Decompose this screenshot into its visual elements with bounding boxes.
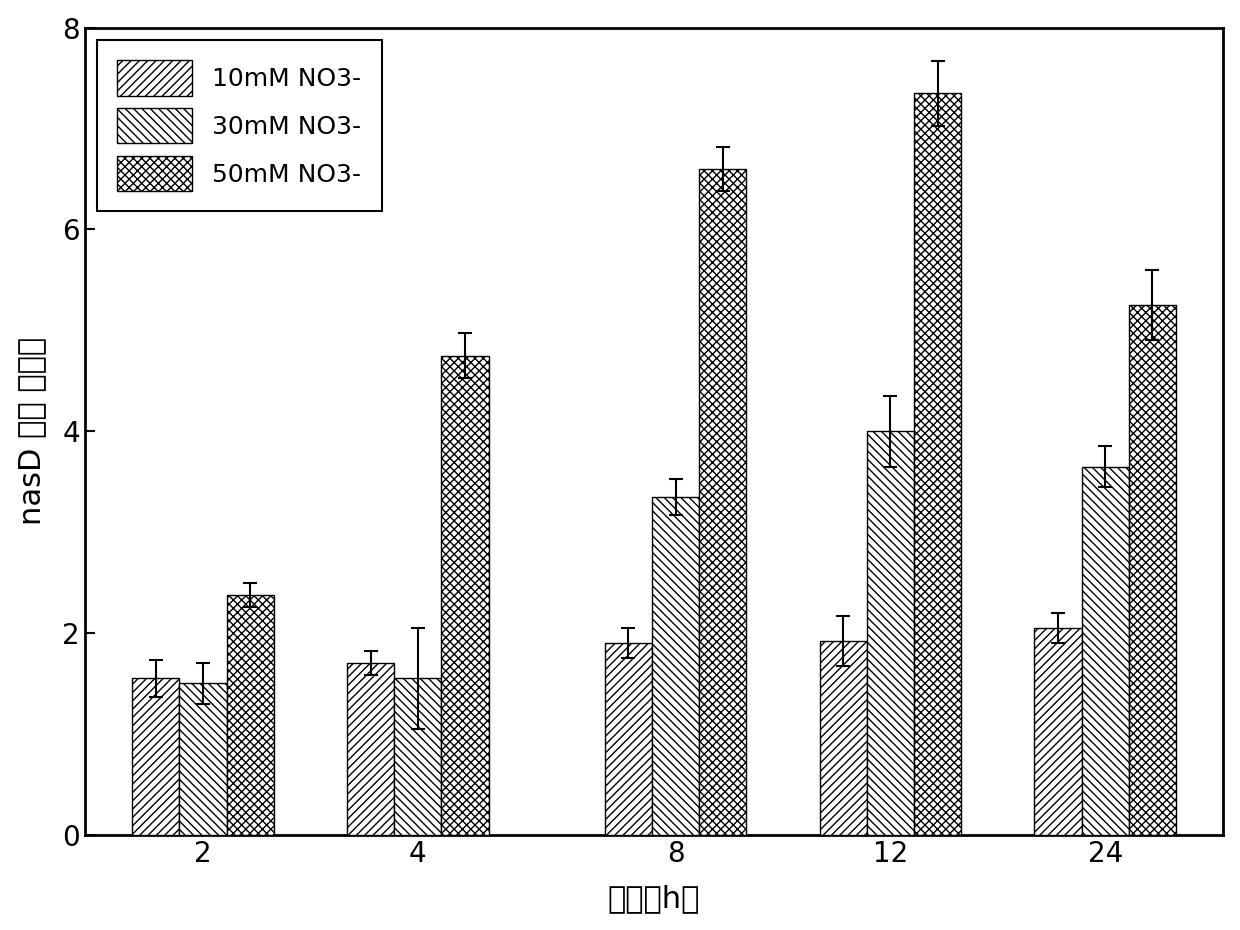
Bar — [820, 641, 867, 835]
Bar — [1081, 467, 1128, 835]
Bar — [914, 93, 961, 835]
Bar — [605, 644, 652, 835]
Bar — [180, 684, 227, 835]
Bar — [867, 432, 914, 835]
Bar — [1128, 305, 1176, 835]
Bar — [394, 678, 441, 835]
Bar — [347, 663, 394, 835]
Legend: 10mM NO3-, 30mM NO3-, 50mM NO3-: 10mM NO3-, 30mM NO3-, 50mM NO3- — [98, 40, 382, 211]
Bar — [652, 497, 699, 835]
X-axis label: 时间（h）: 时间（h） — [608, 884, 701, 913]
Bar — [227, 594, 274, 835]
Y-axis label: nasD 相对 表达量: nasD 相对 表达量 — [16, 338, 46, 525]
Bar — [1034, 628, 1081, 835]
Bar — [133, 678, 180, 835]
Bar — [441, 355, 489, 835]
Bar — [699, 169, 746, 835]
